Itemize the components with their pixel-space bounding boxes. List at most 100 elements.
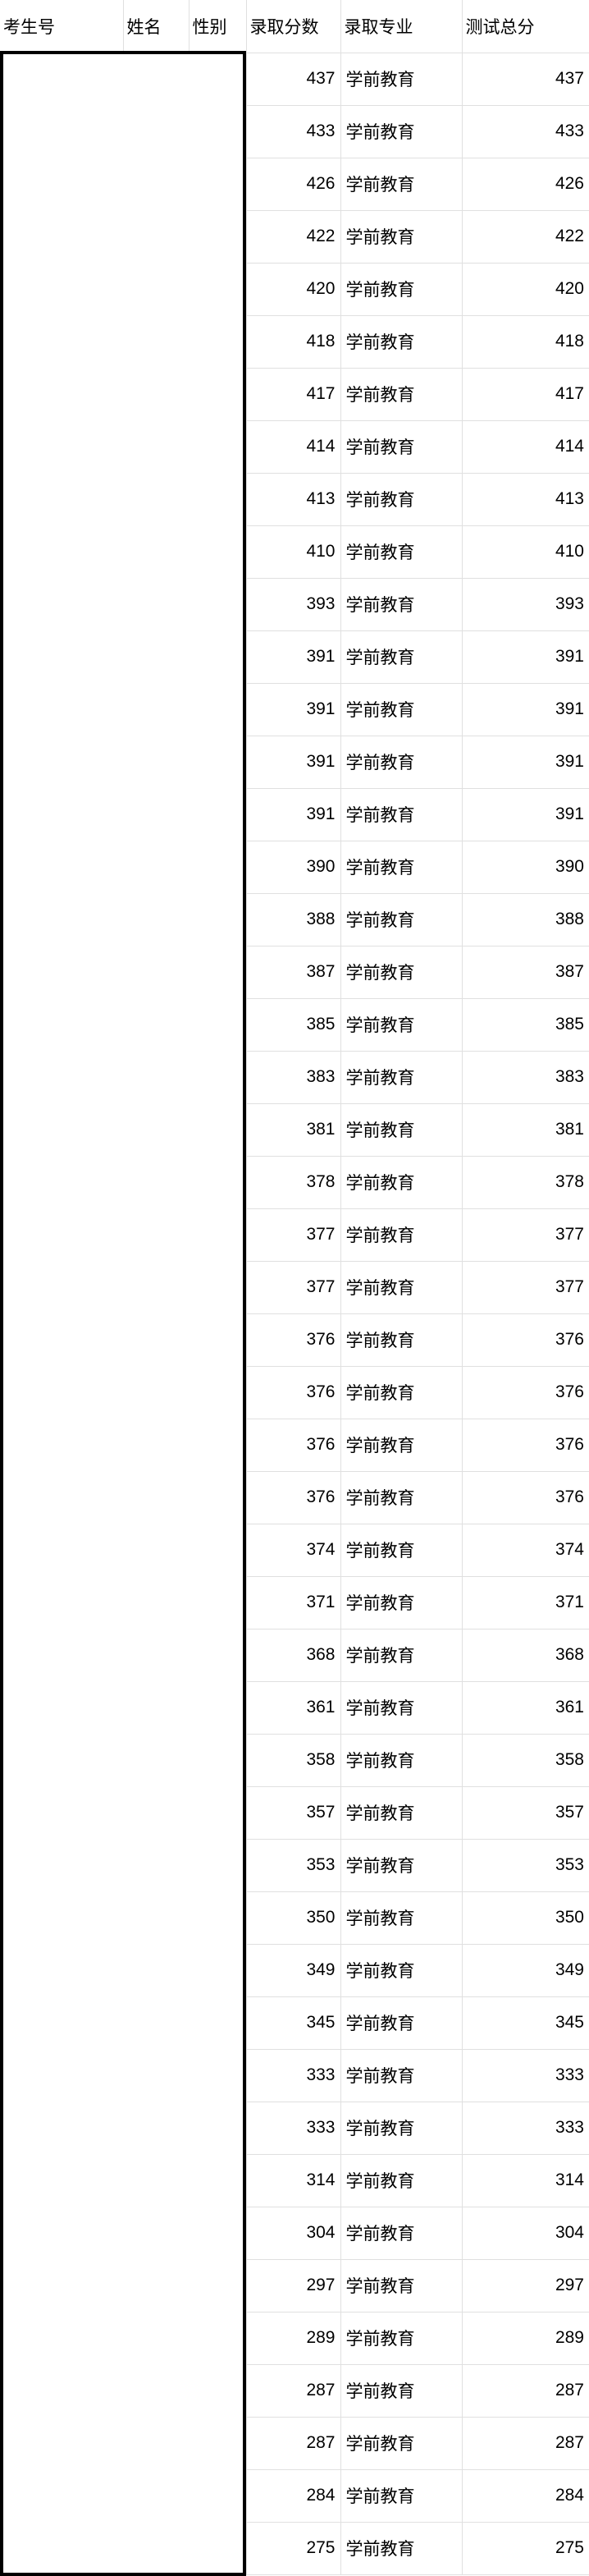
cell-sex	[189, 1839, 246, 1891]
cell-sex	[189, 1471, 246, 1524]
cell-score: 377	[246, 1208, 340, 1261]
cell-id	[0, 1261, 123, 1313]
table-row: 383学前教育383	[0, 1051, 589, 1103]
table-row: 420学前教育420	[0, 263, 589, 315]
cell-score: 353	[246, 1839, 340, 1891]
cell-sex	[189, 1261, 246, 1313]
cell-name	[123, 525, 189, 578]
table-row: 385学前教育385	[0, 998, 589, 1051]
cell-sex	[189, 1313, 246, 1366]
table-row: 357学前教育357	[0, 1786, 589, 1839]
cell-major: 学前教育	[340, 683, 462, 736]
cell-major: 学前教育	[340, 2154, 462, 2207]
table-row: 345学前教育345	[0, 1996, 589, 2049]
cell-score: 304	[246, 2207, 340, 2259]
cell-sex	[189, 1996, 246, 2049]
cell-score: 371	[246, 1576, 340, 1629]
cell-id	[0, 2049, 123, 2102]
cell-name	[123, 2312, 189, 2364]
cell-total: 376	[462, 1313, 589, 1366]
cell-score: 349	[246, 1944, 340, 1996]
cell-sex	[189, 946, 246, 998]
cell-id	[0, 1734, 123, 1786]
cell-id	[0, 1839, 123, 1891]
cell-sex	[189, 1051, 246, 1103]
table-row: 390学前教育390	[0, 841, 589, 893]
cell-name	[123, 2417, 189, 2469]
cell-name	[123, 2469, 189, 2522]
cell-name	[123, 1366, 189, 1419]
cell-major: 学前教育	[340, 1524, 462, 1576]
table-row: 391学前教育391	[0, 683, 589, 736]
cell-id	[0, 1524, 123, 1576]
cell-name	[123, 2364, 189, 2417]
table-row: 304学前教育304	[0, 2207, 589, 2259]
cell-total: 333	[462, 2049, 589, 2102]
table-wrap: 考生号 姓名 性别 录取分数 录取专业 测试总分 437学前教育437433学前…	[0, 0, 589, 2575]
cell-total: 350	[462, 1891, 589, 1944]
cell-total: 391	[462, 630, 589, 683]
cell-total: 377	[462, 1208, 589, 1261]
cell-name	[123, 736, 189, 788]
cell-major: 学前教育	[340, 1208, 462, 1261]
cell-id	[0, 1576, 123, 1629]
cell-major: 学前教育	[340, 1786, 462, 1839]
cell-score: 410	[246, 525, 340, 578]
cell-major: 学前教育	[340, 1156, 462, 1208]
cell-id	[0, 1419, 123, 1471]
cell-total: 349	[462, 1944, 589, 1996]
cell-sex	[189, 1944, 246, 1996]
cell-score: 358	[246, 1734, 340, 1786]
cell-score: 333	[246, 2049, 340, 2102]
cell-score: 413	[246, 473, 340, 525]
cell-major: 学前教育	[340, 1629, 462, 1681]
cell-name	[123, 2049, 189, 2102]
table-body: 437学前教育437433学前教育433426学前教育426422学前教育422…	[0, 53, 589, 2574]
cell-score: 287	[246, 2364, 340, 2417]
cell-score: 417	[246, 368, 340, 420]
cell-name	[123, 2102, 189, 2154]
cell-total: 333	[462, 2102, 589, 2154]
table-row: 414学前教育414	[0, 420, 589, 473]
cell-score: 383	[246, 1051, 340, 1103]
cell-id	[0, 578, 123, 630]
table-row: 413学前教育413	[0, 473, 589, 525]
cell-total: 353	[462, 1839, 589, 1891]
cell-sex	[189, 368, 246, 420]
table-row: 376学前教育376	[0, 1366, 589, 1419]
cell-id	[0, 525, 123, 578]
cell-score: 350	[246, 1891, 340, 1944]
col-header-id: 考生号	[0, 0, 123, 53]
cell-id	[0, 1891, 123, 1944]
cell-name	[123, 1524, 189, 1576]
table-row: 376学前教育376	[0, 1313, 589, 1366]
cell-sex	[189, 420, 246, 473]
cell-score: 381	[246, 1103, 340, 1156]
cell-id	[0, 420, 123, 473]
cell-name	[123, 1734, 189, 1786]
table-row: 284学前教育284	[0, 2469, 589, 2522]
cell-total: 422	[462, 210, 589, 263]
cell-sex	[189, 1524, 246, 1576]
cell-id	[0, 2259, 123, 2312]
table-row: 417学前教育417	[0, 368, 589, 420]
cell-score: 376	[246, 1313, 340, 1366]
cell-id	[0, 1051, 123, 1103]
cell-major: 学前教育	[340, 1419, 462, 1471]
cell-total: 417	[462, 368, 589, 420]
cell-major: 学前教育	[340, 263, 462, 315]
cell-total: 378	[462, 1156, 589, 1208]
cell-name	[123, 578, 189, 630]
table-row: 381学前教育381	[0, 1103, 589, 1156]
cell-total: 287	[462, 2417, 589, 2469]
cell-score: 297	[246, 2259, 340, 2312]
cell-total: 361	[462, 1681, 589, 1734]
table-row: 353学前教育353	[0, 1839, 589, 1891]
cell-name	[123, 1208, 189, 1261]
cell-sex	[189, 1576, 246, 1629]
cell-total: 388	[462, 893, 589, 946]
cell-id	[0, 683, 123, 736]
cell-sex	[189, 683, 246, 736]
cell-score: 391	[246, 788, 340, 841]
cell-total: 410	[462, 525, 589, 578]
